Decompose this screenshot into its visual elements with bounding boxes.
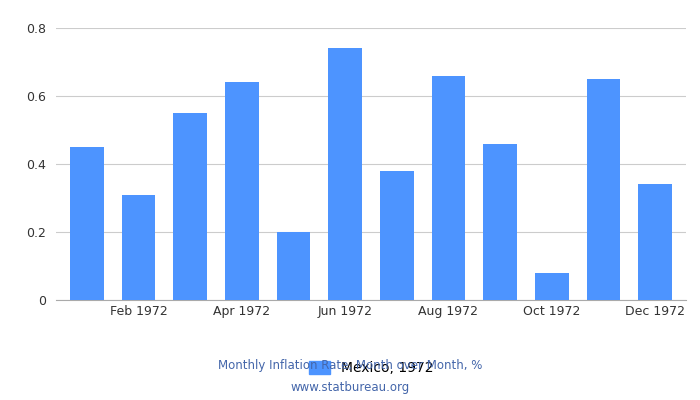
Bar bbox=[70, 147, 104, 300]
Bar bbox=[638, 184, 672, 300]
Bar bbox=[276, 232, 310, 300]
Bar bbox=[535, 273, 568, 300]
Bar bbox=[174, 113, 207, 300]
Bar bbox=[483, 144, 517, 300]
Bar bbox=[225, 82, 259, 300]
Bar bbox=[587, 79, 620, 300]
Bar bbox=[328, 48, 362, 300]
Text: www.statbureau.org: www.statbureau.org bbox=[290, 382, 410, 394]
Text: Monthly Inflation Rate, Month over Month, %: Monthly Inflation Rate, Month over Month… bbox=[218, 360, 482, 372]
Bar bbox=[122, 194, 155, 300]
Bar bbox=[380, 171, 414, 300]
Bar bbox=[432, 76, 466, 300]
Legend: Mexico, 1972: Mexico, 1972 bbox=[303, 356, 439, 381]
